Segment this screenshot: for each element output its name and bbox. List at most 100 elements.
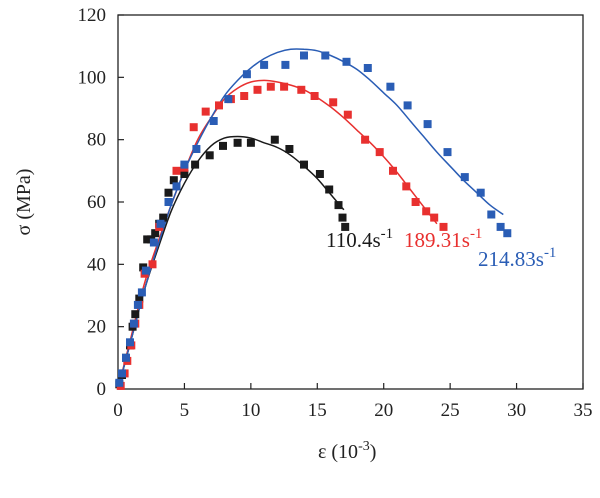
series-label-3: 214.83s-1 — [478, 245, 556, 271]
data-point — [164, 188, 173, 197]
data-point — [402, 182, 411, 191]
data-point — [169, 176, 178, 185]
data-point — [141, 266, 150, 275]
data-point — [280, 82, 289, 91]
y-tick-label: 80 — [87, 130, 106, 151]
data-point — [135, 294, 144, 303]
data-point — [338, 213, 347, 222]
data-point — [300, 51, 308, 60]
data-point — [133, 300, 142, 309]
data-point — [389, 166, 397, 175]
x-tick-label: 30 — [507, 400, 526, 421]
data-point — [164, 198, 173, 206]
data-point — [310, 92, 319, 100]
data-point — [149, 238, 158, 247]
plot-frame — [117, 14, 584, 390]
data-point — [192, 145, 201, 153]
data-point — [180, 170, 189, 178]
data-point — [321, 51, 330, 60]
data-point — [172, 182, 181, 191]
x-axis-ticks: 0 5 10 15 20 25 30 35 — [113, 383, 593, 421]
x-tick-label: 10 — [241, 400, 260, 421]
plot-area-border — [117, 14, 584, 390]
data-point — [189, 123, 198, 132]
x-tick-label: 15 — [308, 400, 327, 421]
series-label-exponent: -1 — [381, 226, 394, 242]
data-point — [126, 338, 134, 347]
data-point — [260, 60, 269, 69]
data-point — [325, 185, 334, 194]
data-point — [224, 95, 233, 104]
y-tick-label: 0 — [97, 379, 107, 400]
data-point — [375, 148, 384, 157]
data-point — [342, 57, 351, 66]
data-point — [159, 213, 168, 222]
data-point — [496, 222, 505, 231]
y-tick-label: 20 — [87, 317, 106, 338]
y-tick-label: 40 — [87, 254, 106, 275]
data-point — [180, 160, 189, 169]
x-axis-label-exponent: -3 — [358, 439, 370, 454]
data-point — [191, 160, 200, 169]
data-point — [363, 64, 372, 72]
x-axis-label-close: ) — [370, 441, 377, 463]
data-point — [439, 222, 448, 231]
data-point — [156, 219, 165, 228]
data-point — [253, 85, 262, 94]
data-point — [460, 173, 469, 182]
data-point — [361, 135, 370, 144]
y-tick-label: 120 — [78, 5, 107, 26]
data-point — [403, 101, 412, 110]
x-axis-label-main: ε (10 — [318, 441, 358, 463]
data-point — [411, 198, 420, 206]
series-label-exponent: -1 — [470, 226, 483, 242]
data-point — [137, 288, 146, 297]
data-point — [300, 160, 308, 169]
series-label-name: 214.83s — [478, 247, 544, 271]
data-point — [341, 222, 350, 231]
x-tick-label: 35 — [574, 400, 593, 421]
data-point — [423, 120, 432, 129]
series-label-1: 110.4s-1 — [326, 226, 393, 252]
y-tick-label: 100 — [78, 67, 107, 88]
series-label-name: 189.31s — [404, 228, 470, 252]
x-tick-label: 5 — [180, 400, 190, 421]
data-point — [115, 378, 124, 387]
data-point — [151, 229, 160, 238]
data-point — [503, 229, 512, 238]
series-label-2: 189.31s-1 — [404, 226, 482, 252]
data-point — [285, 145, 294, 153]
data-point — [297, 85, 306, 94]
data-point — [209, 117, 218, 125]
data-points — [115, 51, 512, 390]
data-point — [205, 151, 214, 160]
points-series-2 — [116, 82, 448, 390]
data-point — [246, 138, 255, 147]
data-point — [215, 101, 223, 110]
data-point — [219, 141, 227, 150]
x-tick-label: 0 — [113, 400, 123, 421]
y-axis-ticks: 0 20 40 60 80 100 120 — [78, 5, 124, 400]
x-tick-label: 20 — [374, 400, 393, 421]
series-label-exponent: -1 — [544, 245, 557, 261]
data-point — [476, 188, 485, 197]
data-point — [131, 310, 140, 319]
y-axis-label: σ (MPa) — [13, 169, 35, 236]
x-axis-label: ε (10-3) — [318, 439, 376, 463]
data-point — [118, 369, 126, 378]
data-point — [315, 170, 324, 178]
data-point — [443, 148, 452, 157]
data-point — [172, 166, 181, 175]
points-series-3 — [115, 51, 512, 387]
data-point — [148, 260, 157, 269]
data-point — [329, 98, 338, 107]
series-label-name: 110.4s — [326, 228, 381, 252]
data-point — [281, 60, 290, 69]
x-tick-label: 25 — [441, 400, 460, 421]
y-tick-label: 60 — [87, 192, 106, 213]
data-point — [487, 210, 496, 219]
data-point — [386, 82, 395, 91]
data-point — [334, 201, 343, 210]
